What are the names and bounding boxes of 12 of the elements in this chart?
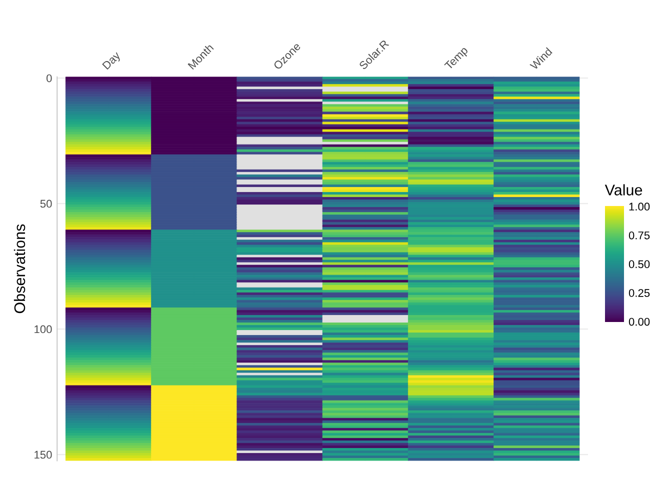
y-tick-label: 0: [46, 74, 52, 82]
color-bar-label: 0.75: [628, 231, 650, 240]
color-bar-label: 1.00: [629, 202, 650, 211]
color-bar-label: 0.00: [628, 318, 650, 326]
legend-title: Value: [604, 184, 642, 196]
color-bar-label: 0.25: [628, 289, 650, 297]
y-axis-title: Observations: [14, 224, 26, 314]
y-tick-label: 50: [40, 200, 52, 208]
y-tick-label: 150: [34, 450, 52, 459]
y-tick-label: 100: [34, 325, 52, 334]
x-tick-label: Day: [102, 50, 122, 72]
color-bar-label: 0.50: [628, 260, 650, 268]
